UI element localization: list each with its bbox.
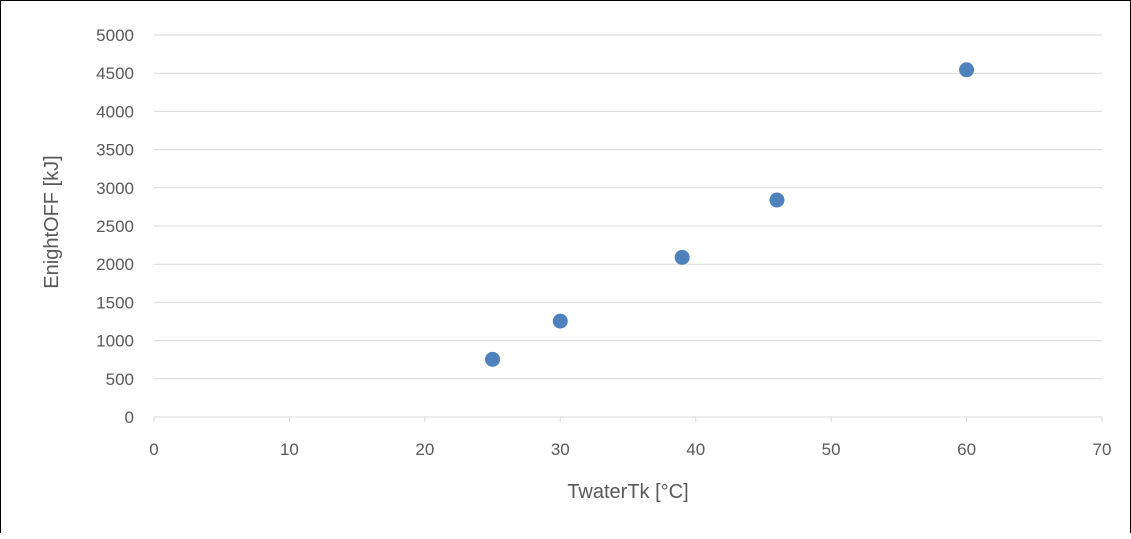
axes xyxy=(153,416,1103,422)
data-point xyxy=(959,62,975,78)
x-tick-labels: 0 10 20 30 40 50 60 70 xyxy=(149,440,1111,459)
x-axis-title: TwaterTk [°C] xyxy=(567,481,688,503)
y-tick-label: 2500 xyxy=(96,217,134,236)
y-tick-label: 2000 xyxy=(96,255,134,274)
y-tick-label: 4000 xyxy=(96,102,134,121)
x-tick-label: 0 xyxy=(149,440,158,459)
data-point xyxy=(552,313,568,329)
y-tick-label: 1000 xyxy=(96,332,134,351)
y-tick-label: 1500 xyxy=(96,293,134,312)
y-tick-label: 4500 xyxy=(96,64,134,83)
y-axis-title: EnightOFF [kJ] xyxy=(41,155,63,288)
x-tick-label: 60 xyxy=(957,440,976,459)
x-tick-label: 40 xyxy=(686,440,705,459)
y-tick-labels: 0 500 1000 1500 2000 2500 3000 3500 4000 4500 5000 xyxy=(96,26,134,427)
y-tick-label: 5000 xyxy=(96,26,134,45)
x-tick-label: 20 xyxy=(415,440,434,459)
data-point xyxy=(674,249,690,265)
x-tick-label: 10 xyxy=(280,440,299,459)
x-tick-label: 50 xyxy=(822,440,841,459)
data-points xyxy=(485,62,975,367)
x-tick-label: 30 xyxy=(551,440,570,459)
gridlines xyxy=(154,34,1102,380)
y-tick-label: 0 xyxy=(125,408,134,427)
y-tick-label: 3500 xyxy=(96,141,134,160)
data-point xyxy=(769,192,785,208)
x-tick-label: 70 xyxy=(1093,440,1112,459)
y-tick-label: 3000 xyxy=(96,179,134,198)
y-tick-label: 500 xyxy=(106,370,134,389)
data-point xyxy=(485,351,501,367)
